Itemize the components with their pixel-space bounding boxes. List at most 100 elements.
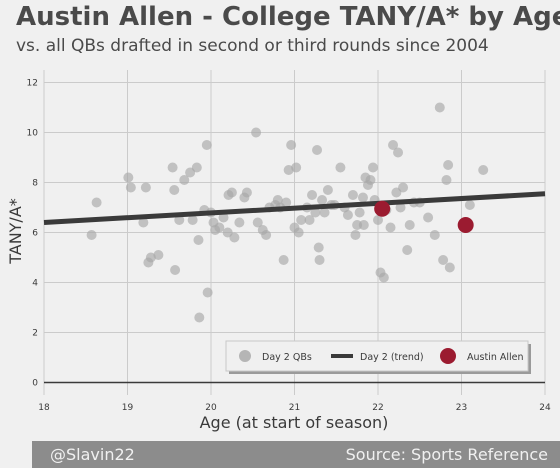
- scatter-point: [123, 172, 134, 183]
- legend-label-day2-qbs: Day 2 QBs: [262, 352, 312, 363]
- scatter-point: [229, 232, 240, 243]
- y-tick-label: 8: [32, 179, 38, 189]
- scatter-point: [322, 185, 333, 195]
- scatter-point: [241, 187, 252, 198]
- scatter-point: [125, 182, 136, 193]
- scatter-point: [438, 255, 449, 265]
- scatter-point: [478, 165, 489, 175]
- scatter-point: [443, 160, 454, 170]
- scatter-point: [153, 250, 164, 260]
- scatter-point: [251, 127, 262, 138]
- scatter-point: [444, 262, 455, 273]
- scatter-point: [342, 210, 353, 220]
- scatter-point: [174, 215, 185, 225]
- chart-title: Austin Allen - College TANY/A* by Age: [16, 2, 560, 32]
- scatter-point: [191, 162, 202, 173]
- footer-credit: @Slavin22: [50, 445, 135, 464]
- scatter-point: [429, 230, 440, 240]
- scatter-point: [283, 165, 294, 175]
- legend-label-trend: Day 2 (trend): [360, 352, 424, 363]
- scatter-point: [170, 265, 181, 275]
- scatter-point: [296, 215, 307, 225]
- scatter-point: [395, 202, 406, 213]
- scatter-point: [234, 217, 245, 228]
- scatter-point: [365, 175, 376, 185]
- scatter-point: [357, 192, 368, 203]
- scatter-point: [252, 217, 263, 228]
- scatter-point: [312, 145, 323, 155]
- scatter-point: [140, 182, 151, 193]
- x-tick-label: 20: [205, 403, 217, 413]
- scatter-point: [441, 175, 452, 185]
- legend-box: [225, 340, 529, 372]
- austin-allen-points: [374, 200, 474, 233]
- scatter-point: [187, 215, 198, 225]
- x-tick-label: 22: [372, 403, 383, 413]
- legend-label-austin-allen: Austin Allen: [467, 352, 524, 363]
- scatter-point: [145, 252, 156, 263]
- chart-subtitle: vs. all QBs drafted in second or third r…: [16, 36, 489, 56]
- scatter-point: [201, 140, 212, 150]
- scatter-point: [464, 200, 475, 210]
- scatter-point: [378, 272, 389, 283]
- x-tick-label: 23: [456, 403, 467, 413]
- scatter-point: [91, 197, 102, 208]
- y-tick-label: 6: [32, 229, 38, 239]
- scatter-point: [304, 215, 315, 225]
- scatter-point: [317, 195, 328, 205]
- scatter-point: [313, 242, 324, 253]
- y-tick-labels: 0 2 4 6 8 10 12: [27, 79, 39, 389]
- y-tick-label: 4: [32, 279, 38, 289]
- scatter-point: [226, 187, 237, 198]
- x-tick-label: 19: [122, 403, 134, 413]
- scatter-point: [179, 175, 190, 185]
- scatter-point: [393, 147, 404, 158]
- scatter-point: [194, 312, 205, 323]
- x-tick-label: 21: [289, 403, 300, 413]
- x-tick-label: 24: [539, 403, 551, 413]
- scatter-point: [310, 207, 321, 218]
- scatter-point: [385, 222, 396, 233]
- scatter-point: [86, 230, 97, 240]
- scatter-point: [291, 162, 302, 173]
- austin-allen-point: [457, 217, 474, 233]
- scatter-point: [278, 255, 289, 265]
- legend-marker-day2-qbs: [239, 350, 251, 362]
- scatter-point: [402, 245, 413, 255]
- legend-marker-austin-allen: [440, 348, 456, 364]
- scatter-point: [286, 140, 297, 150]
- scatter-point: [293, 227, 304, 238]
- scatter-point: [388, 140, 399, 150]
- scatter-point: [335, 162, 346, 173]
- austin-allen-point: [374, 200, 391, 217]
- scatter-point: [350, 230, 361, 240]
- day2-qb-points: [86, 102, 489, 323]
- scatter-point: [281, 197, 292, 208]
- scatter-point: [358, 220, 369, 230]
- scatter-point: [307, 190, 318, 200]
- scatter-point: [202, 287, 213, 298]
- scatter-point: [193, 235, 204, 245]
- y-axis-label: TANY/A*: [6, 198, 25, 265]
- x-tick-label: 18: [38, 403, 50, 413]
- scatter-point: [218, 212, 229, 223]
- x-axis-label: Age (at start of season): [200, 413, 389, 432]
- scatter-point: [214, 222, 225, 233]
- x-tick-labels: 18 19 20 21 22 23 24: [38, 403, 551, 413]
- scatter-point: [319, 207, 330, 218]
- scatter-point: [167, 162, 178, 173]
- scatter-point: [434, 102, 445, 113]
- footer-source: Source: Sports Reference: [345, 445, 548, 464]
- scatter-point: [398, 182, 409, 193]
- scatter-point: [347, 190, 358, 200]
- y-tick-label: 12: [27, 79, 38, 89]
- scatter-point: [261, 230, 272, 240]
- y-tick-label: 0: [32, 379, 38, 389]
- scatter-point: [314, 255, 325, 265]
- scatter-point: [354, 207, 365, 218]
- scatter-point: [404, 220, 415, 230]
- trend-line: [43, 191, 546, 225]
- scatter-point: [423, 212, 434, 223]
- scatter-point: [138, 217, 149, 228]
